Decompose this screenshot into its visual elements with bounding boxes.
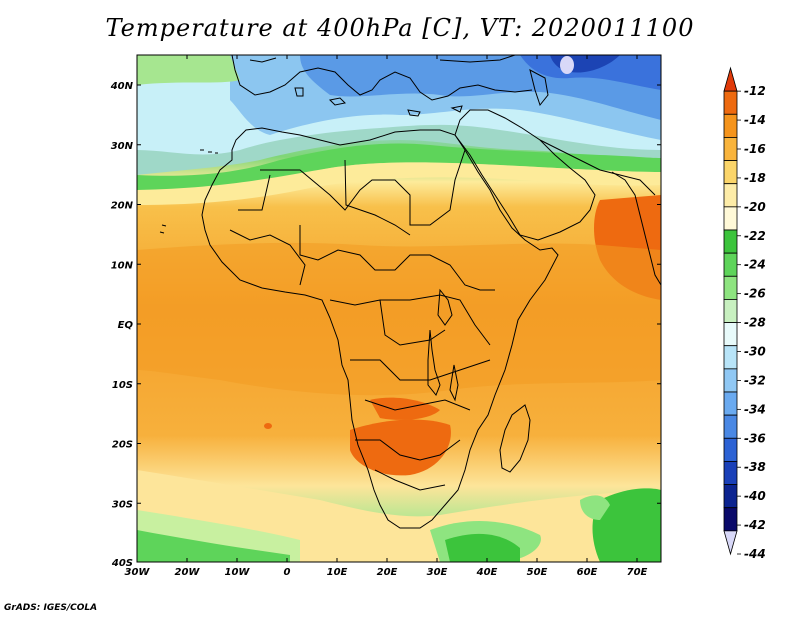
coastlines [159, 55, 661, 529]
latitude-axis: 40N 30N 20N 10N EQ 10S 20S 30S 40S [110, 81, 661, 569]
longitude-axis: 30W 20W 10W 0 10E 20E 30E 40E 50E 60E 70E [125, 55, 648, 578]
lon-tick-label: 30W [125, 567, 151, 578]
legend-arrow-bottom [723, 530, 738, 556]
legend-swatch [723, 206, 738, 231]
legend-label: -30 [744, 345, 766, 359]
legend-swatch [723, 160, 738, 185]
chart-title: Temperature at 400hPa [C], VT: 202001110… [105, 14, 695, 42]
color-legend: -12 -14 -16 -18 -20 -22 -24 -26 -28 -30 -32 -34 -36 -… [723, 66, 766, 561]
legend-label: -44 [744, 547, 766, 561]
map-frame [136, 54, 662, 563]
legend-label: -16 [744, 142, 766, 156]
lon-tick-label: 10W [225, 567, 251, 578]
legend-label: -26 [744, 287, 766, 301]
legend-label: -32 [744, 373, 766, 387]
legend-label: -34 [744, 402, 766, 416]
legend-swatch [723, 229, 738, 254]
legend-swatch [723, 391, 738, 416]
legend-label: -14 [744, 113, 766, 127]
lat-tick-label: 20N [111, 201, 134, 212]
legend-swatch [723, 90, 738, 115]
lon-tick-label: 0 [284, 567, 291, 578]
legend-label: -18 [744, 171, 766, 185]
lat-tick-label: 40S [111, 558, 133, 569]
credit-label: GrADS: IGES/COLA [4, 603, 98, 613]
legend-label: -42 [744, 518, 766, 532]
legend-swatch [723, 345, 738, 370]
legend-swatch [723, 507, 738, 532]
lon-tick-label: 70E [627, 567, 648, 578]
legend-swatch [723, 299, 738, 323]
legend-label: -40 [744, 489, 766, 503]
lat-tick-label: 40N [110, 81, 134, 92]
legend-label: -24 [744, 258, 766, 272]
legend-swatch [723, 368, 738, 393]
legend-label: -22 [744, 229, 766, 243]
lon-tick-label: 20E [377, 567, 398, 578]
legend-label: -12 [744, 84, 766, 98]
legend-label: -28 [744, 316, 766, 330]
lon-tick-label: 40E [476, 567, 498, 578]
legend-swatch [723, 252, 738, 277]
legend-arrow-top [723, 66, 738, 92]
legend-swatch [723, 322, 738, 347]
legend-swatch [723, 484, 738, 509]
lat-tick-label: 30S [112, 499, 133, 510]
legend-swatch [723, 183, 738, 208]
legend-swatch [723, 437, 738, 462]
legend-label: -20 [744, 200, 766, 214]
lat-tick-label: 30N [111, 141, 134, 152]
lon-tick-label: 50E [527, 567, 548, 578]
lat-tick-label: 10N [111, 260, 134, 271]
temperature-field [137, 55, 661, 562]
legend-swatch [723, 137, 738, 161]
lat-tick-label: 10S [112, 380, 133, 391]
lon-tick-label: 60E [577, 567, 598, 578]
lon-tick-label: 10E [327, 567, 348, 578]
lon-tick-label: 20W [175, 567, 201, 578]
lon-tick-label: 30E [427, 567, 448, 578]
legend-swatch [723, 461, 738, 485]
lat-tick-label: EQ [118, 320, 134, 331]
lat-tick-label: 20S [112, 440, 133, 451]
legend-swatch [723, 275, 738, 300]
legend-swatch [723, 414, 738, 439]
legend-label: -38 [744, 460, 766, 474]
legend-label: -36 [744, 431, 766, 445]
legend-swatch [723, 113, 738, 138]
